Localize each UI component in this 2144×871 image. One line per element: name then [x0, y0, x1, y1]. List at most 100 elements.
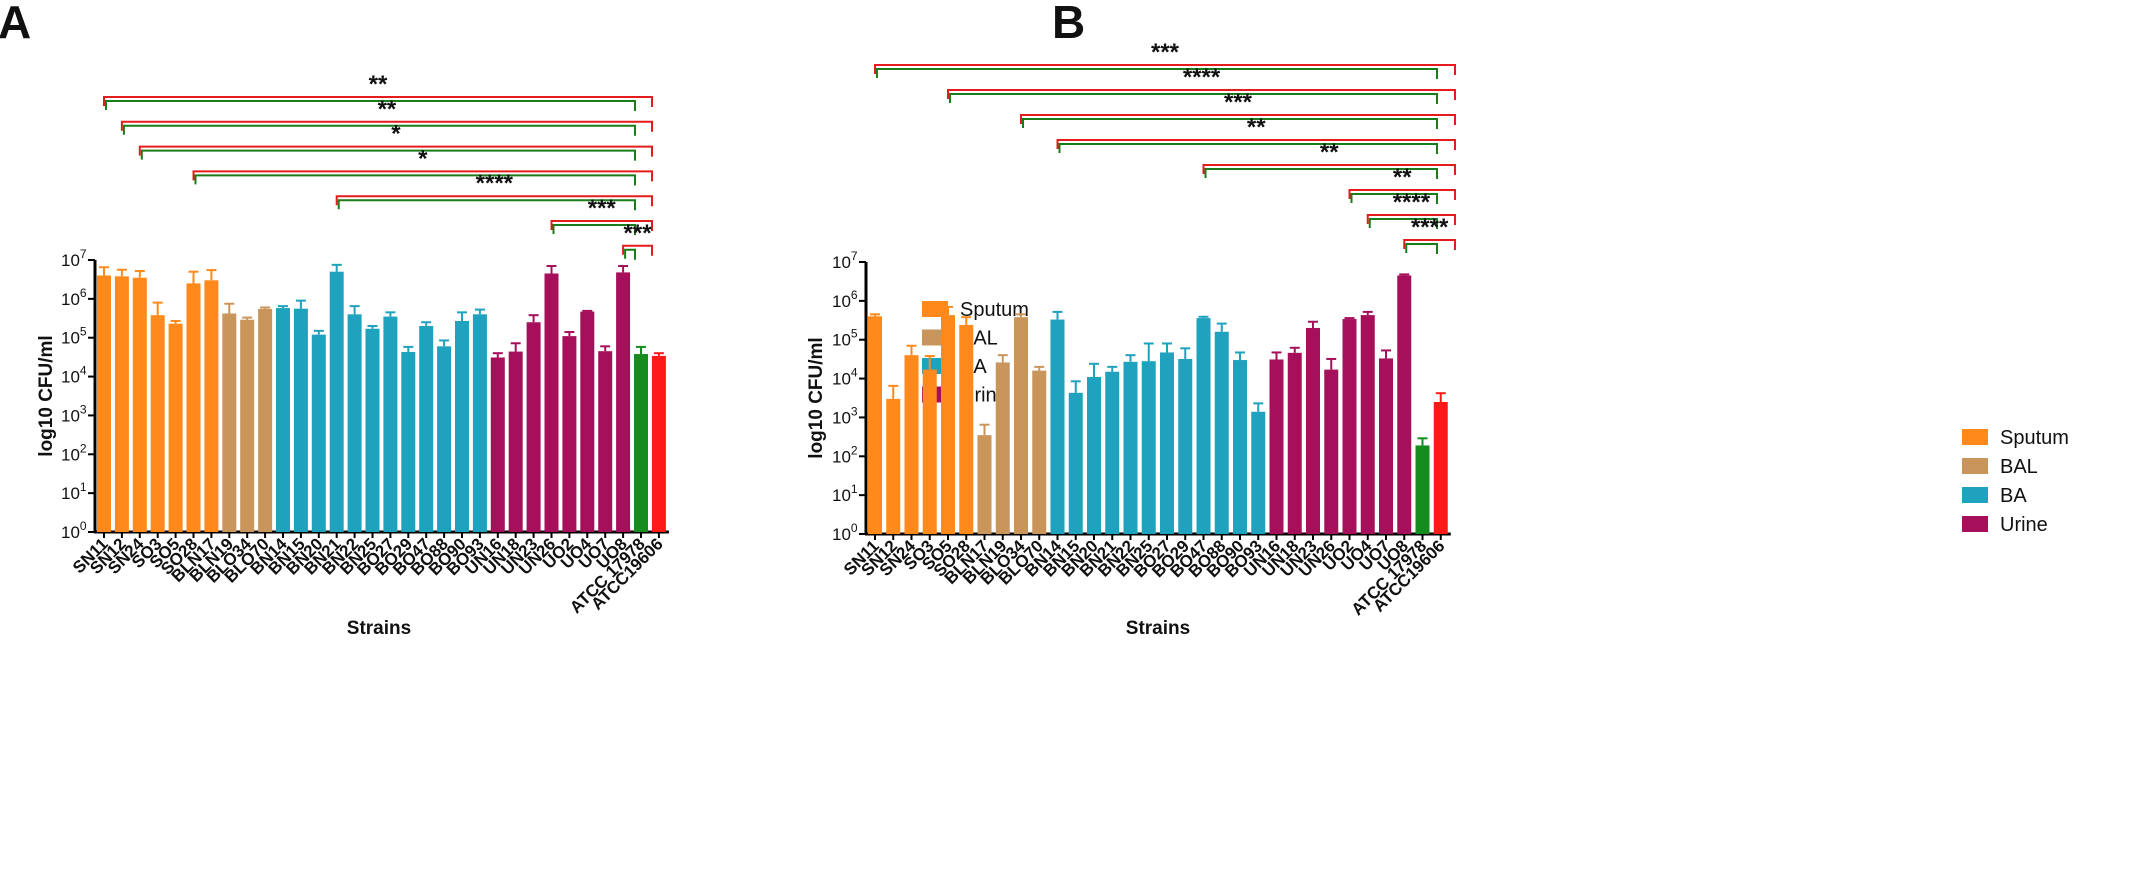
- bar-un16: [490, 357, 505, 532]
- bar-bn21: [1105, 371, 1120, 534]
- bar-bln19: [222, 313, 237, 532]
- bracket-vs-atcc19606: [947, 89, 1456, 100]
- x-axis-title: Strains: [347, 618, 411, 639]
- bracket-vs-atcc17978: [624, 248, 636, 260]
- significance-label: ***: [1224, 89, 1253, 116]
- chart-panel-a: A 100101102103104105106107SN11SN12SN24SO…: [0, 0, 1029, 639]
- y-tick-label: 106: [832, 288, 858, 311]
- bracket-vs-atcc19606: [192, 170, 653, 182]
- bracket-vs-atcc17978: [552, 224, 636, 235]
- x-axis-title: Strains: [1126, 618, 1190, 639]
- bar-sn24: [904, 355, 919, 534]
- legend: Sputum BAL BA Urine: [1962, 427, 2069, 536]
- significance-label: ****: [1411, 214, 1449, 241]
- bracket-vs-atcc17978: [140, 149, 636, 161]
- bar-un23: [526, 322, 541, 532]
- bracket-vs-atcc17978: [337, 199, 636, 211]
- bar-un18: [508, 351, 523, 532]
- bracket-vs-atcc17978: [1368, 218, 1438, 229]
- bar-bo29: [401, 351, 416, 532]
- bracket-vs-atcc17978: [1058, 143, 1438, 154]
- bar-bn22: [347, 314, 362, 532]
- bar-bo27: [383, 316, 398, 532]
- bar-sn12: [886, 398, 901, 534]
- bar-uo4: [1360, 315, 1375, 534]
- bar-atcc-17978: [1415, 445, 1430, 534]
- significance-label: ***: [588, 195, 617, 222]
- bar-bo88: [437, 346, 452, 532]
- bar-bo93: [1251, 411, 1266, 534]
- bracket-vs-atcc19606: [1366, 214, 1456, 225]
- bar-bo93: [472, 314, 487, 532]
- bar-bo90: [1233, 360, 1247, 534]
- bracket-vs-atcc17978: [949, 93, 1438, 104]
- bar-un16: [1269, 359, 1284, 534]
- y-tick-label: 104: [832, 366, 858, 389]
- y-tick-label: 100: [832, 521, 858, 544]
- bar-sn11: [868, 316, 882, 534]
- panel-letter-b: B: [1052, 0, 1085, 48]
- significance-label: **: [1320, 139, 1339, 166]
- bracket-vs-atcc17978: [105, 100, 636, 111]
- bracket-vs-atcc19606: [622, 244, 653, 256]
- bar-so5: [168, 323, 183, 532]
- bar-bn21: [329, 271, 344, 532]
- bar-uo2: [562, 336, 577, 532]
- bar-bo88: [1214, 331, 1229, 534]
- legend-label-bal: BAL: [2000, 456, 2038, 478]
- significance-label: ***: [624, 220, 653, 247]
- bar-bn14: [1050, 319, 1065, 534]
- legend-swatch-sputum: [1962, 429, 1988, 445]
- bar-bn20: [1087, 376, 1101, 534]
- bar-bn25: [365, 328, 380, 532]
- bar-uo2: [1342, 319, 1357, 534]
- y-tick-label: 103: [61, 402, 87, 425]
- bar-blo70: [258, 308, 273, 532]
- y-tick-label: 102: [61, 441, 87, 464]
- bar-series: SN11SN12SN24SO3SO5SO28BLN17BLN19BLO34BLO…: [840, 273, 1449, 619]
- bar-series: SN11SN12SN24SO3SO5SO28BLN17BLN19BLO34BLO…: [69, 263, 667, 617]
- bar-uo8: [616, 272, 631, 532]
- bracket-vs-atcc17978: [1022, 118, 1438, 129]
- bar-blo34: [240, 319, 255, 532]
- bar-un26: [544, 273, 559, 532]
- bar-bln19: [995, 362, 1010, 534]
- bar-atcc-17978: [634, 354, 648, 532]
- bar-so5: [941, 315, 955, 534]
- bar-uo7: [598, 351, 613, 532]
- y-axis-title: log10 CFU/ml: [806, 337, 827, 458]
- bracket-vs-atcc17978: [194, 174, 636, 186]
- bar-atcc19606: [1433, 401, 1448, 534]
- y-tick-label: 104: [61, 364, 87, 387]
- bar-bo29: [1178, 358, 1193, 534]
- bar-un26: [1324, 369, 1339, 534]
- bar-so28: [959, 324, 974, 534]
- bar-so3: [922, 369, 937, 534]
- bar-atcc19606: [651, 355, 666, 532]
- panel-letter-a: A: [0, 0, 31, 48]
- bar-bn15: [1068, 392, 1083, 534]
- bracket-vs-atcc17978: [122, 124, 636, 136]
- bar-un18: [1287, 352, 1302, 534]
- legend-label-sputum: Sputum: [2000, 427, 2069, 449]
- significance-brackets: ************************: [874, 39, 1456, 254]
- y-tick-label: 105: [61, 325, 87, 348]
- bar-bo90: [455, 320, 469, 532]
- bar-un23: [1306, 328, 1320, 534]
- bar-bo27: [1160, 352, 1174, 534]
- legend-swatch-urine: [1962, 516, 1988, 532]
- bar-bo47: [1196, 318, 1211, 534]
- y-tick-label: 100: [61, 519, 87, 542]
- significance-label: ****: [476, 170, 514, 197]
- significance-label: *: [391, 121, 401, 148]
- legend-swatch-sputum: [922, 301, 948, 317]
- significance-brackets: ****************: [103, 71, 653, 260]
- bracket-vs-atcc17978: [1350, 193, 1438, 204]
- bar-bn15: [293, 308, 308, 532]
- bar-bn25: [1141, 361, 1156, 534]
- bar-uo8: [1397, 275, 1412, 534]
- legend-label-urine: Urine: [2000, 514, 2048, 536]
- bar-bo47: [419, 326, 434, 532]
- y-tick-label: 105: [832, 327, 858, 350]
